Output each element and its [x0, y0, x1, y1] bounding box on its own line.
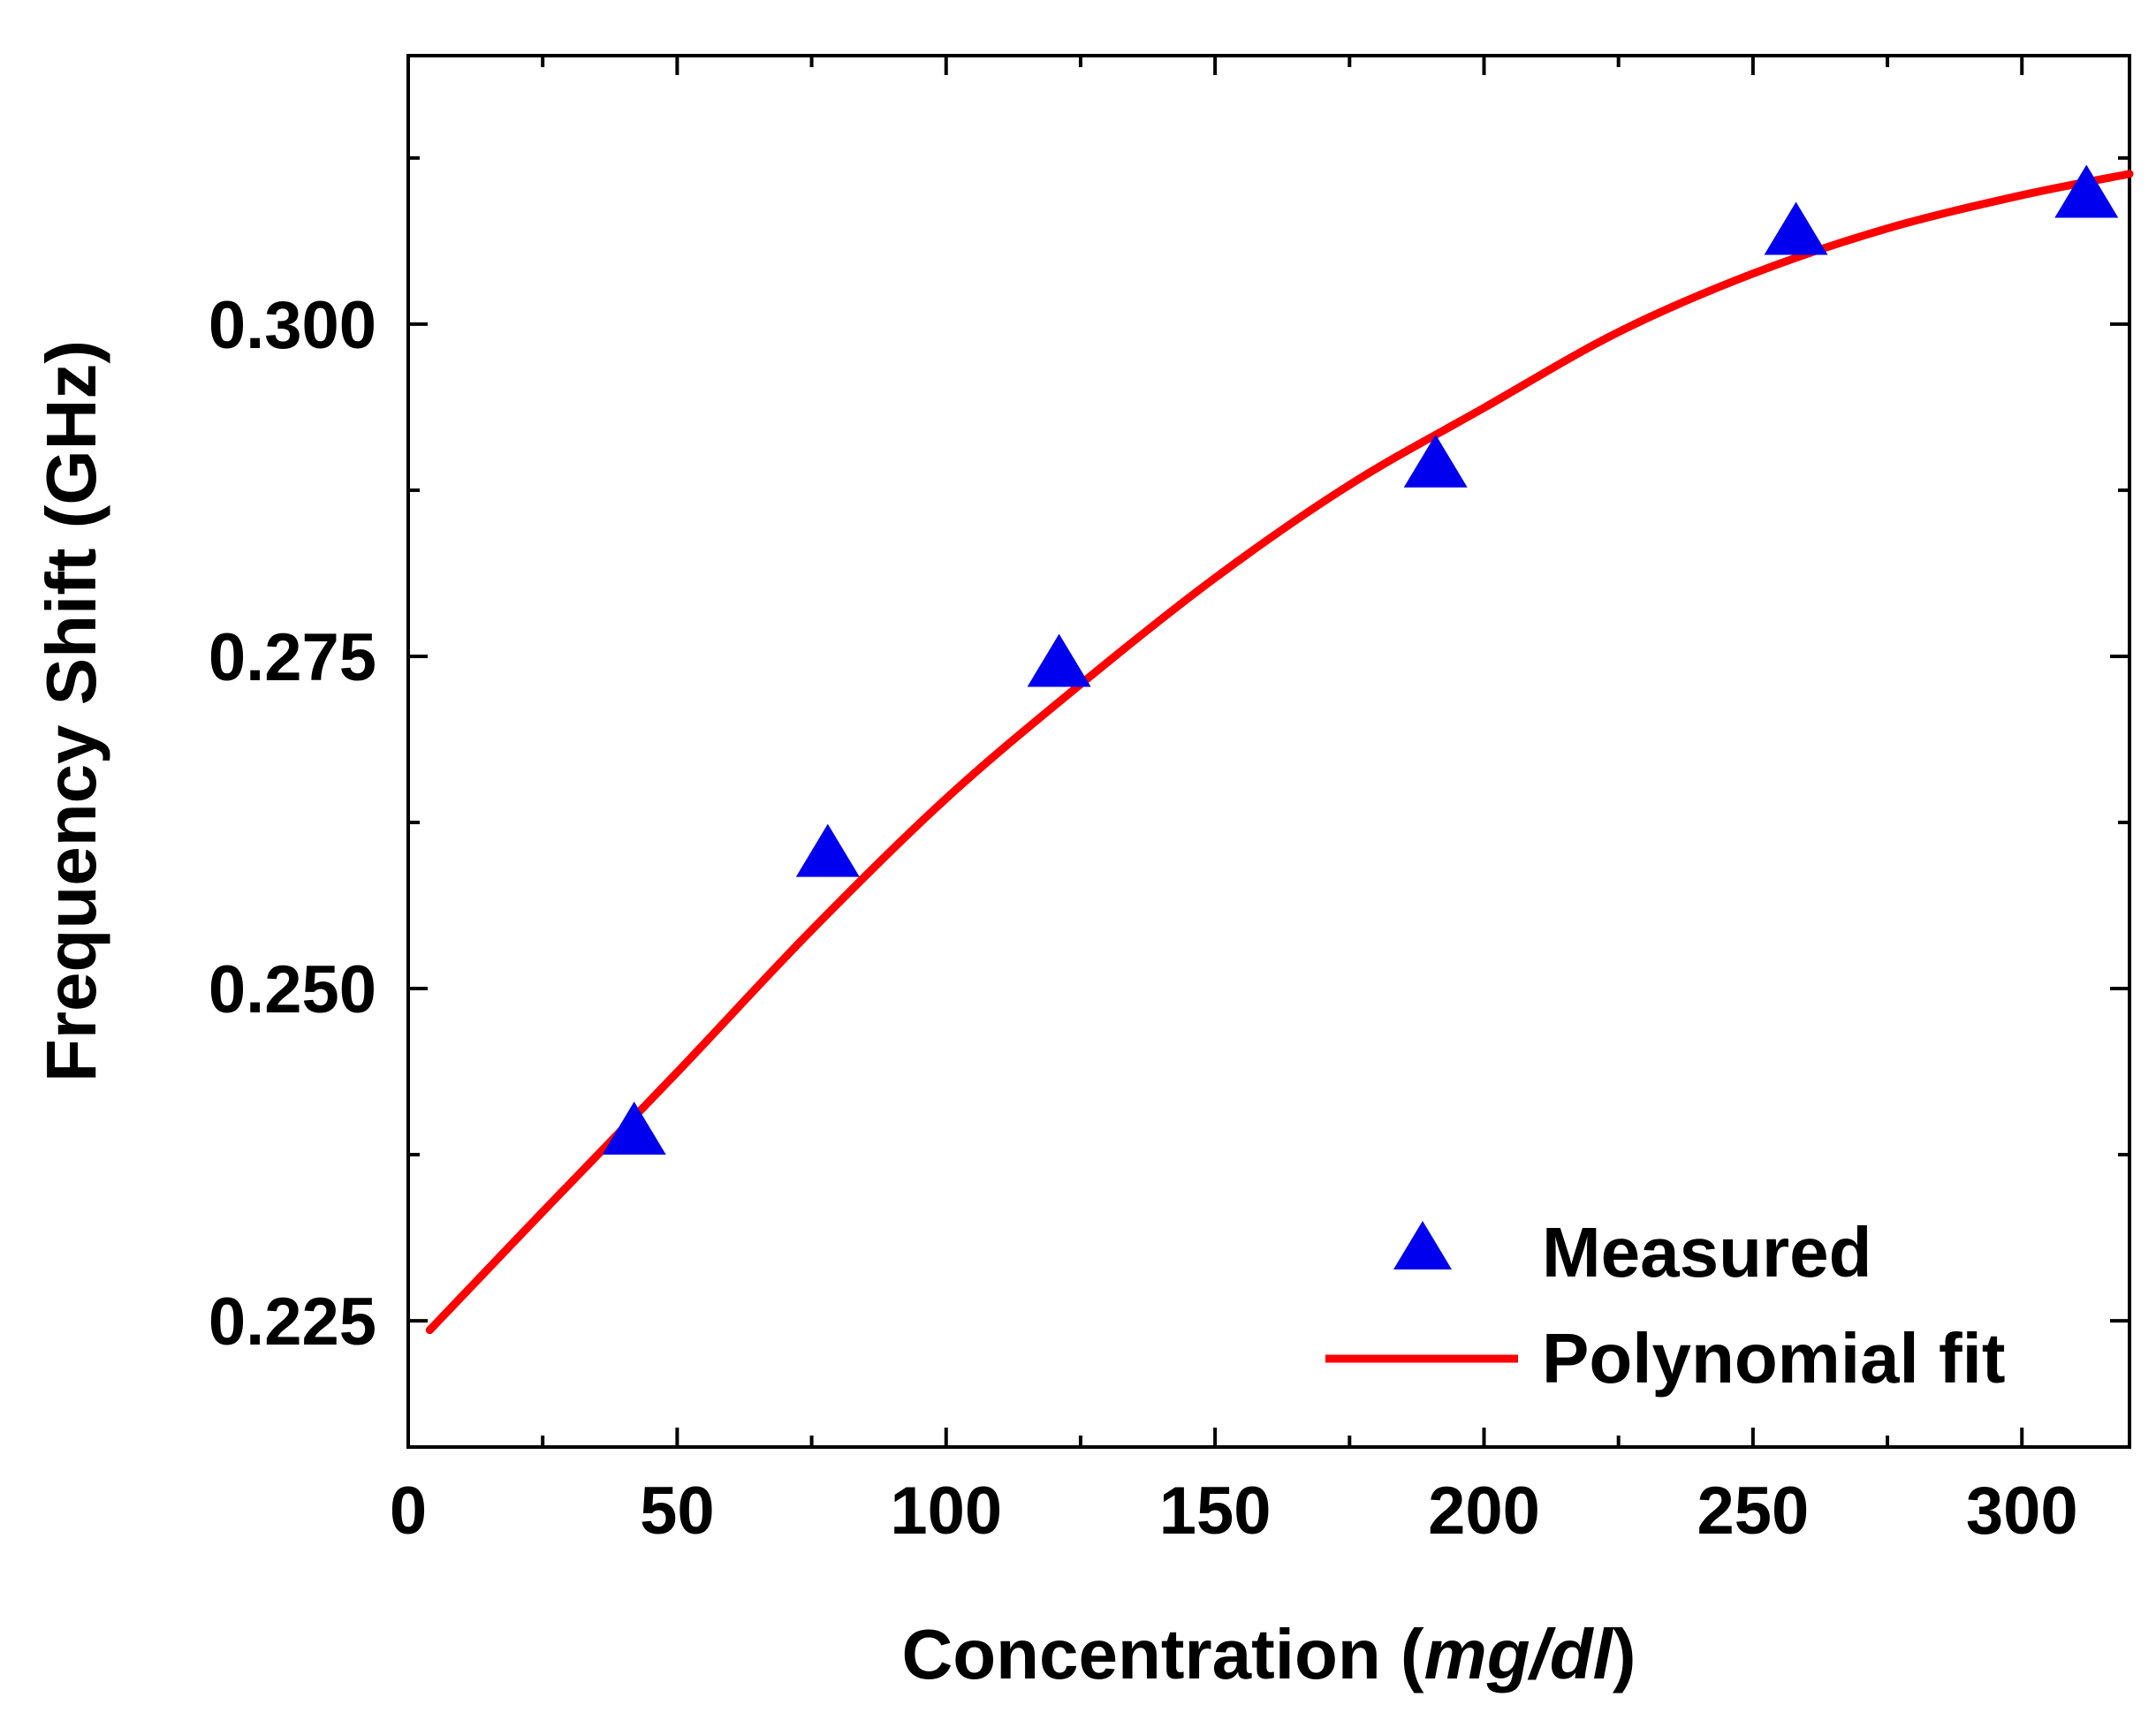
legend-marker-measured	[1393, 1221, 1452, 1269]
measured-point	[1027, 633, 1091, 687]
x-axis-title-suffix: )	[1613, 1615, 1636, 1693]
x-tick-label: 200	[1428, 1474, 1540, 1549]
y-axis-title: Frequency Shift (GHz)	[32, 340, 110, 1082]
x-axis-title: Concentration (mg/dl)	[901, 1615, 1636, 1693]
legend-label-fit: Polynomial fit	[1542, 1319, 2006, 1398]
x-axis-ticks	[406, 56, 2024, 1447]
y-tick-label: 0.275	[209, 620, 376, 695]
y-tick-label: 0.300	[209, 288, 376, 363]
y-tick-label: 0.250	[209, 952, 376, 1027]
plot-area-frame	[406, 54, 2131, 1449]
x-axis-title-prefix: Concentration (	[901, 1615, 1423, 1693]
measured-point	[1764, 201, 1828, 255]
x-tick-label: 150	[1159, 1474, 1272, 1549]
x-axis-tick-labels: 0 50 100 150 200 250 300	[390, 1474, 2078, 1549]
legend: Measured Polynomial fit	[1325, 1213, 2006, 1398]
measured-point	[2054, 164, 2119, 218]
x-tick-label: 300	[1966, 1474, 2078, 1549]
fit-line	[425, 170, 2134, 1335]
x-tick-label: 100	[890, 1474, 1002, 1549]
fit-series	[425, 170, 2134, 1335]
measured-series	[602, 164, 2119, 1155]
measured-point	[1403, 434, 1468, 488]
x-axis-title-unit: mg/dl	[1424, 1615, 1614, 1693]
measured-point	[795, 823, 860, 877]
y-axis-ticks	[408, 155, 2129, 1323]
x-tick-label: 50	[640, 1474, 715, 1549]
measured-point	[602, 1101, 666, 1155]
x-tick-label: 250	[1697, 1474, 1809, 1549]
y-tick-label: 0.225	[209, 1284, 376, 1360]
x-tick-label: 0	[390, 1474, 427, 1549]
legend-label-measured: Measured	[1542, 1213, 1871, 1292]
y-axis-tick-labels: 0.225 0.250 0.275 0.300	[209, 288, 376, 1360]
